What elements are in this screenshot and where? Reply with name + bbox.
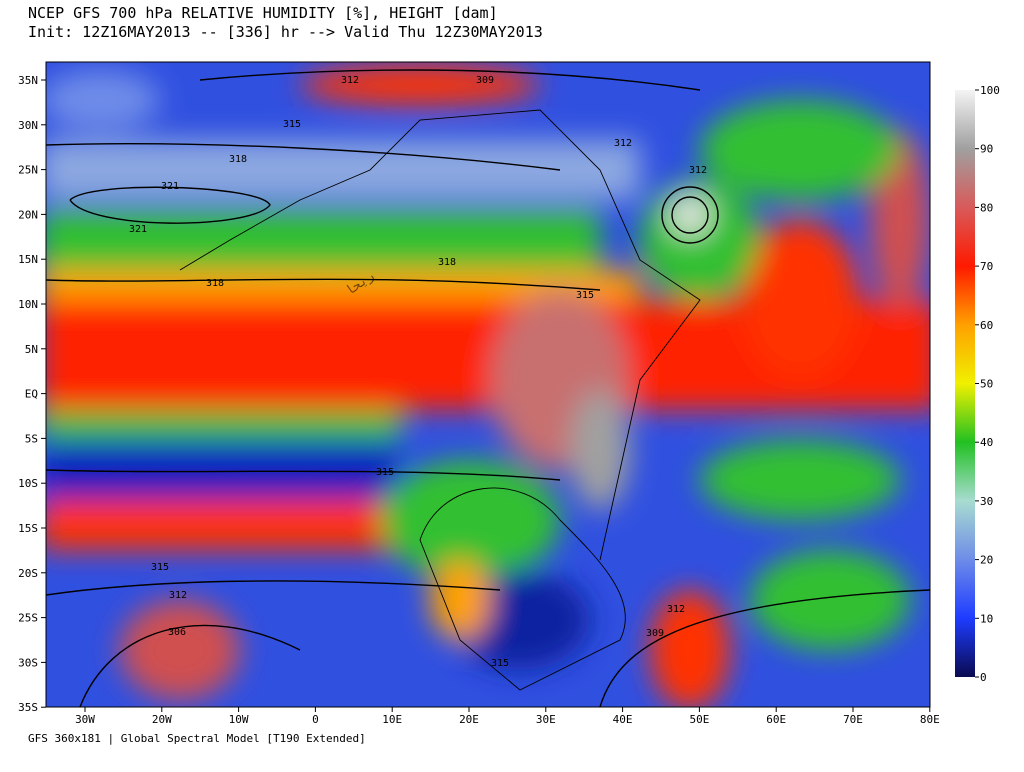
contour-label: 318 [229,154,247,165]
contour-label: 312 [341,75,359,86]
contour-label: 315 [151,562,169,573]
lon-label: 30E [536,713,556,726]
contour-label: 312 [689,165,707,176]
colorbar-label: 100 [980,84,1000,97]
colorbar-label: 30 [980,495,993,508]
contour-label: 312 [169,590,187,601]
colorbar-label: 80 [980,201,993,214]
contour-label: 309 [476,75,494,86]
contour-label: 318 [206,278,224,289]
lat-label: 20N [18,208,38,221]
lat-label: 20S [18,567,38,580]
lon-label: 20W [152,713,172,726]
colorbar-label: 0 [980,671,987,684]
lon-label: 40E [613,713,633,726]
lat-label: 5S [25,432,38,445]
lat-label: 15S [18,522,38,535]
footer: GFS 360x181 | Global Spectral Model [T19… [28,732,366,745]
contour-label: 312 [667,604,685,615]
contour-label: 321 [129,224,147,235]
colorbar-label: 50 [980,378,993,391]
lon-label: 60E [766,713,786,726]
colorbar-label: 40 [980,436,993,449]
lon-label: 10E [382,713,402,726]
contour-label: 306 [168,627,186,638]
lon-label: 50E [689,713,709,726]
colorbar-label: 10 [980,612,993,625]
lon-label: 70E [843,713,863,726]
contour-label: 312 [614,138,632,149]
lat-label: EQ [25,388,38,401]
lat-label: 10S [18,477,38,490]
contour-label: 315 [576,290,594,301]
lon-label: 0 [312,713,319,726]
colorbar [955,90,975,677]
lon-label: 30W [75,713,95,726]
lat-label: 15N [18,253,38,266]
subtitle: Init: 12Z16MAY2013 -- [336] hr --> Valid… [28,23,543,41]
colorbar-label: 60 [980,319,993,332]
lat-label: 30N [18,119,38,132]
contour-label: 315 [283,119,301,130]
lat-label: 35S [18,701,38,714]
humidity-field: ﺭﻳﺤﺎ [46,62,930,707]
lat-label: 5N [25,343,38,356]
contour-label: 315 [376,467,394,478]
colorbar-label: 90 [980,143,993,156]
lat-label: 25N [18,164,38,177]
contour-label: 321 [161,181,179,192]
contour-label: 315 [491,658,509,669]
colorbar-label: 20 [980,554,993,567]
contour-label: 309 [646,628,664,639]
lat-label: 35N [18,74,38,87]
lon-label: 20E [459,713,479,726]
map-frame [45,61,931,708]
contour-label: 318 [438,257,456,268]
title: NCEP GFS 700 hPa RELATIVE HUMIDITY [%], … [28,4,498,22]
lon-label: 10W [229,713,249,726]
lat-label: 30S [18,656,38,669]
lat-label: 25S [18,612,38,625]
colorbar-label: 70 [980,260,993,273]
lat-label: 10N [18,298,38,311]
lon-label: 80E [920,713,940,726]
